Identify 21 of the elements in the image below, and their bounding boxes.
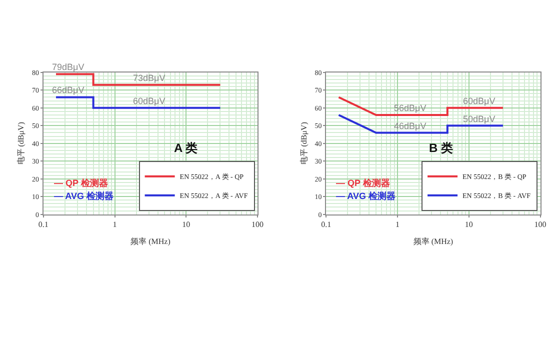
x-tick-label: 100 (534, 220, 546, 229)
annotation: 60dBμV (133, 96, 166, 106)
x-tick-label: 0.1 (321, 220, 332, 229)
annotation: — AVG 检测器 (54, 191, 114, 201)
x-tick-label: 1 (112, 220, 117, 229)
annotation: 73dBμV (133, 73, 166, 83)
annotation: — QP 检测器 (336, 178, 390, 188)
x-tick-label: 1 (396, 220, 400, 229)
x-tick-label: 10 (464, 220, 473, 229)
x-tick-label: 100 (252, 220, 264, 229)
y-axis-title: 电平 (dBμV) (16, 122, 26, 165)
x-axis-title: 频率 (MHz) (130, 237, 171, 246)
annotation: 79dBμV (52, 62, 84, 72)
y-axis-title: 电平 (dBμV) (299, 122, 308, 165)
annotation: A 类 (174, 141, 198, 155)
x-axis-title: 频率 (MHz) (413, 237, 454, 246)
x-tick-label: 0.1 (38, 220, 48, 229)
annotation: — AVG 检测器 (336, 191, 396, 201)
annotation: B 类 (429, 141, 453, 155)
x-tick-label: 10 (182, 220, 190, 229)
annotation: — QP 检测器 (54, 178, 108, 188)
